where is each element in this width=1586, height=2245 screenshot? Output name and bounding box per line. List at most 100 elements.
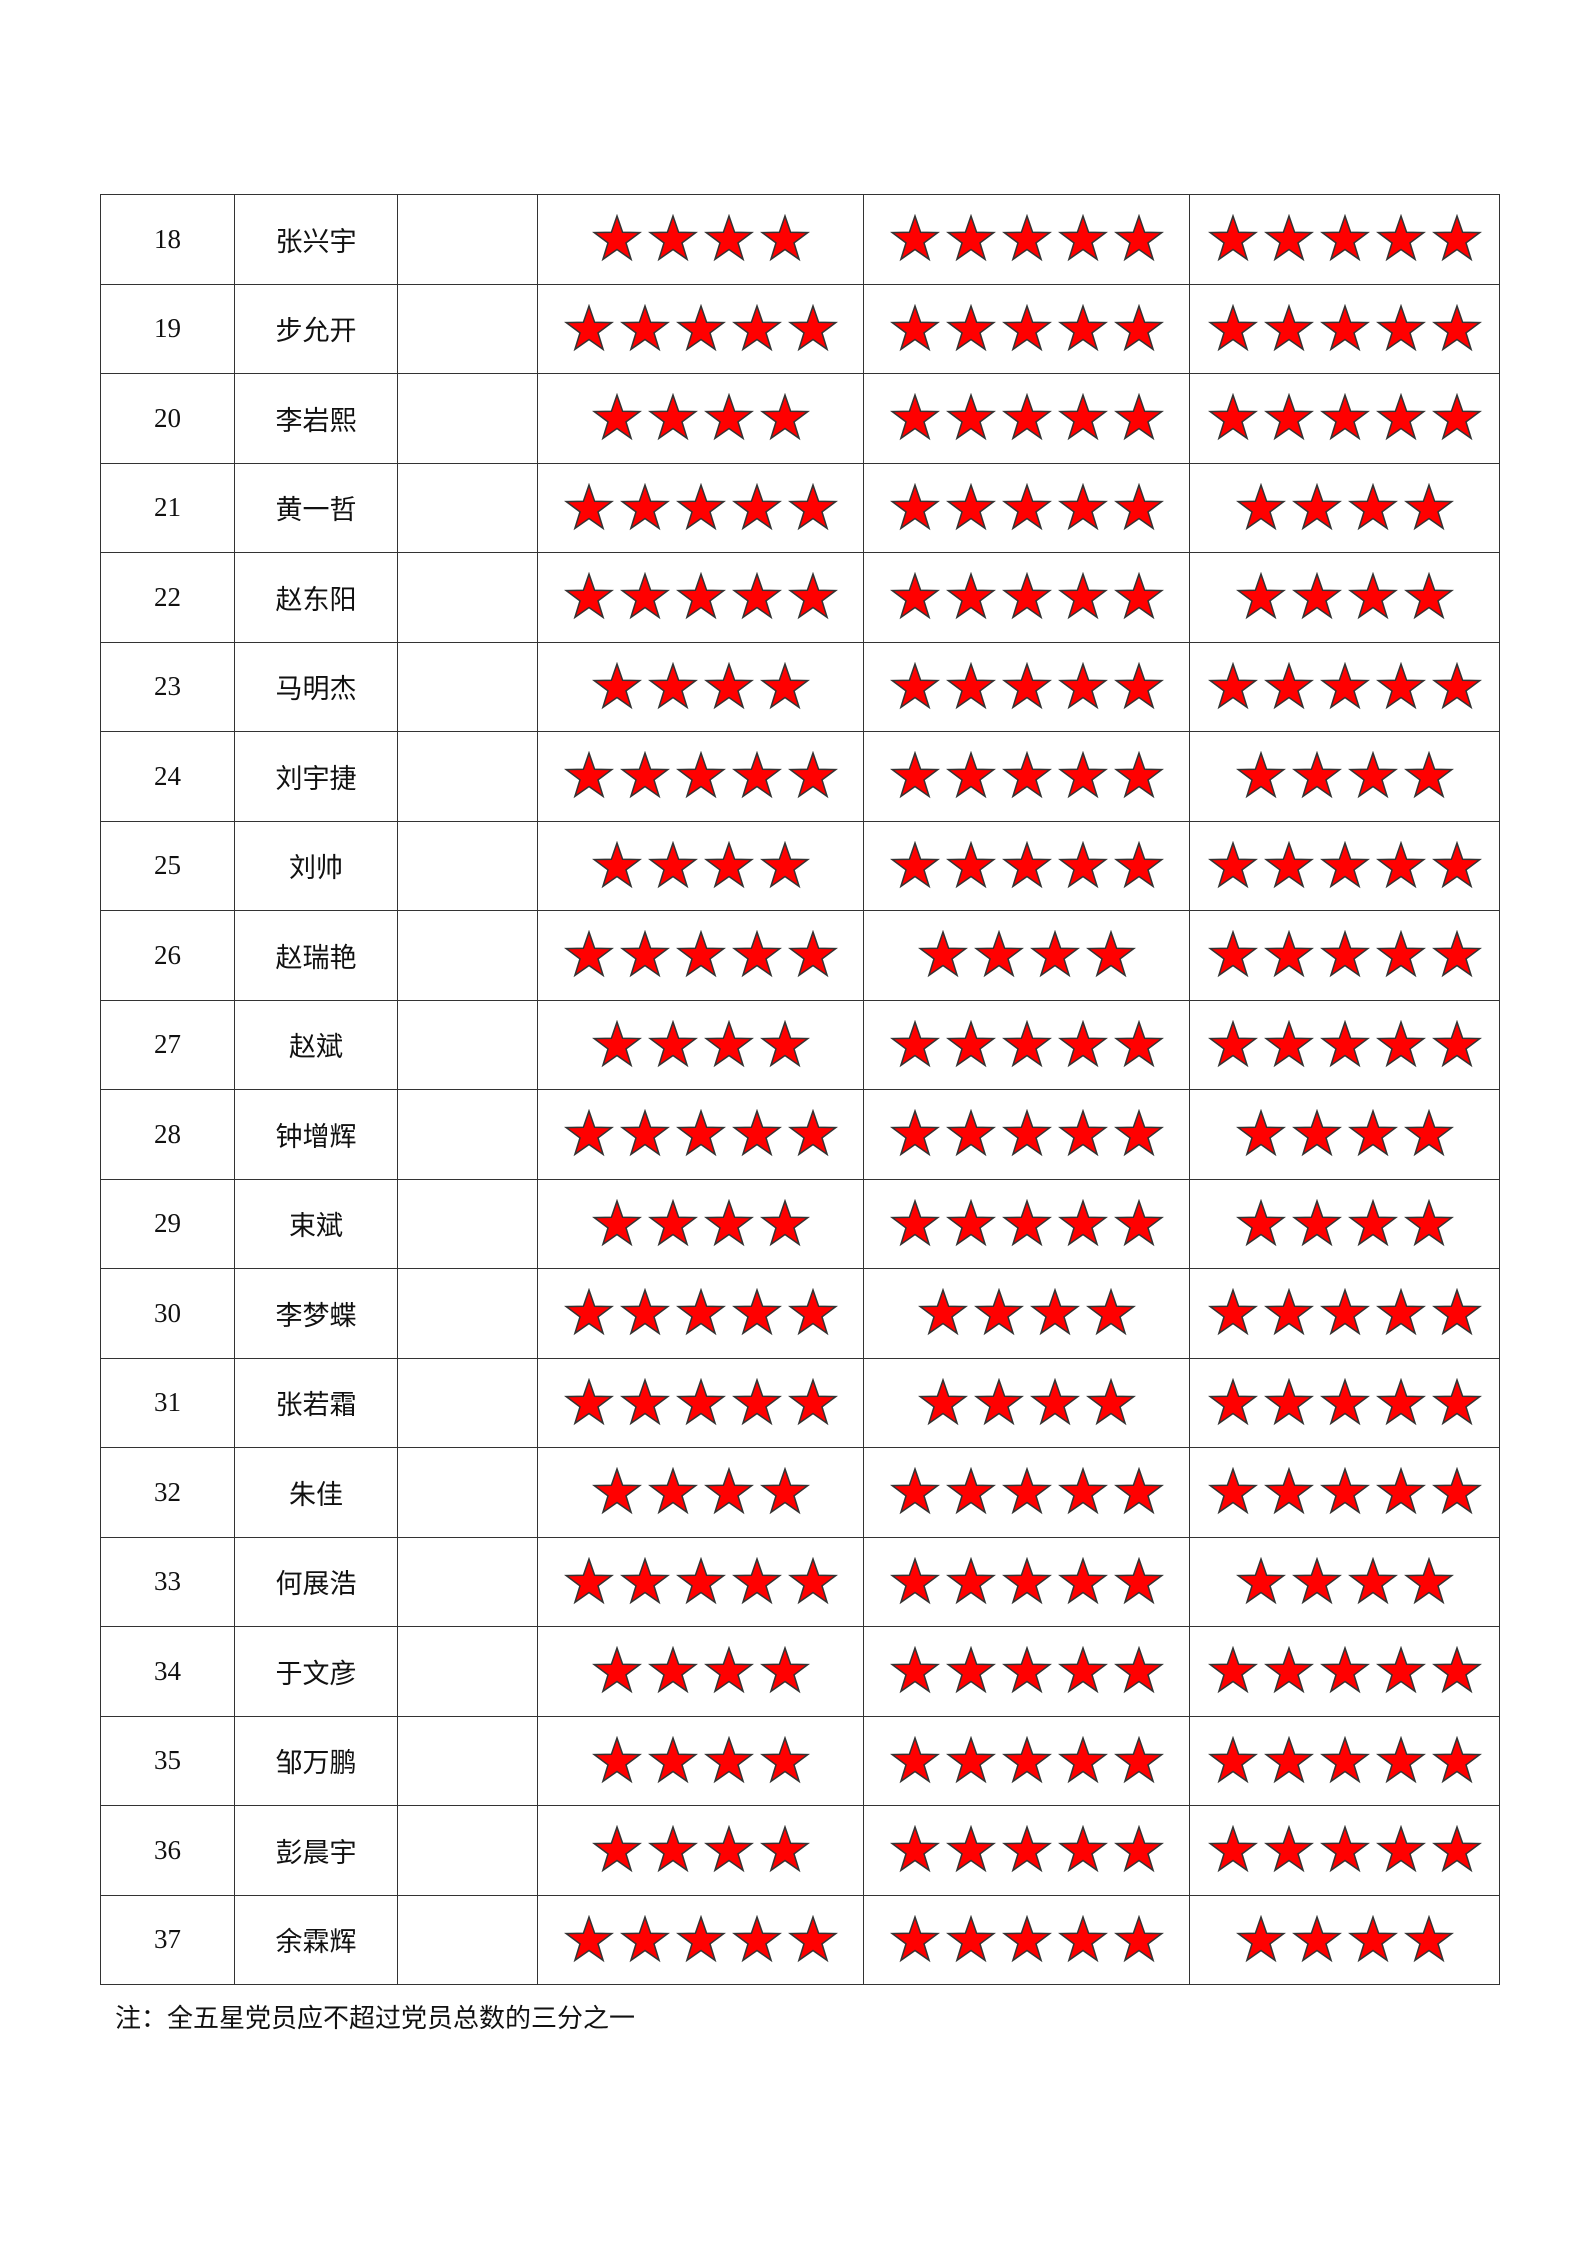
star-icon — [1431, 1288, 1482, 1336]
star-icon — [563, 303, 614, 352]
star-icon — [1113, 661, 1164, 710]
star-icon — [889, 1109, 940, 1157]
star-icon — [1347, 751, 1398, 799]
blank-cell — [397, 1178, 538, 1269]
star-icon — [1057, 1556, 1108, 1605]
member-name: 余霖辉 — [234, 1894, 398, 1985]
blank-cell — [397, 194, 538, 285]
member-name: 朱佳 — [234, 1447, 398, 1538]
star-rating-cell — [863, 1805, 1190, 1896]
member-name: 邹万鹏 — [234, 1715, 398, 1806]
star-rating — [538, 1019, 863, 1070]
star-icon — [787, 1288, 838, 1336]
member-name: 赵斌 — [234, 999, 398, 1090]
star-icon — [1113, 1735, 1164, 1784]
star-icon — [1375, 1019, 1426, 1068]
star-rating-cell — [863, 910, 1190, 1001]
star-rating — [1190, 1109, 1499, 1159]
star-icon — [563, 1288, 614, 1336]
star-icon — [1113, 1646, 1164, 1694]
table-row: 30 李梦蝶 — [100, 1268, 1500, 1359]
star-rating — [538, 1109, 863, 1159]
star-icon — [619, 482, 670, 531]
star-icon — [1347, 482, 1398, 531]
star-rating — [1190, 840, 1499, 891]
star-rating — [864, 1467, 1189, 1517]
star-icon — [1319, 1019, 1370, 1068]
member-name: 赵瑞艳 — [234, 910, 398, 1001]
star-rating — [864, 482, 1189, 533]
star-rating — [1190, 1198, 1499, 1249]
star-icon — [1347, 572, 1398, 620]
star-rating — [1190, 1019, 1499, 1070]
blank-cell — [397, 1894, 538, 1985]
star-icon — [1207, 930, 1258, 978]
star-icon — [731, 482, 782, 531]
star-icon — [1057, 1019, 1108, 1068]
star-rating — [864, 661, 1189, 712]
star-icon — [703, 393, 754, 441]
member-name: 李岩熙 — [234, 373, 398, 464]
star-icon — [945, 1735, 996, 1784]
star-rating-cell — [863, 1715, 1190, 1806]
member-name: 刘宇捷 — [234, 731, 398, 822]
star-rating — [864, 1825, 1189, 1875]
star-icon — [731, 1377, 782, 1426]
star-rating-cell — [537, 1178, 864, 1269]
blank-cell — [397, 1715, 538, 1806]
star-icon — [1001, 1825, 1052, 1873]
star-icon — [787, 572, 838, 620]
star-icon — [1431, 930, 1482, 978]
star-icon — [703, 1198, 754, 1247]
row-number: 23 — [100, 641, 235, 732]
star-rating — [538, 1735, 863, 1786]
star-rating-cell — [863, 1089, 1190, 1180]
star-icon — [1207, 303, 1258, 352]
blank-cell — [397, 1357, 538, 1448]
star-icon — [675, 1914, 726, 1963]
table-row: 37 余霖辉 — [100, 1894, 1500, 1985]
star-icon — [1375, 661, 1426, 710]
star-rating — [864, 393, 1189, 443]
row-number: 19 — [100, 283, 235, 374]
star-icon — [1291, 1109, 1342, 1157]
star-rating — [864, 1198, 1189, 1249]
star-icon — [973, 930, 1024, 978]
star-icon — [1235, 1109, 1286, 1157]
star-icon — [1207, 1019, 1258, 1068]
star-icon — [619, 1556, 670, 1605]
star-icon — [759, 1825, 810, 1873]
star-icon — [563, 1914, 614, 1963]
star-rating — [1190, 1735, 1499, 1786]
blank-cell — [397, 1626, 538, 1717]
star-icon — [591, 1019, 642, 1068]
star-rating — [864, 1914, 1189, 1965]
star-icon — [945, 214, 996, 262]
star-icon — [889, 751, 940, 799]
star-icon — [1057, 303, 1108, 352]
star-icon — [1113, 572, 1164, 620]
star-icon — [1431, 661, 1482, 710]
star-icon — [1375, 1377, 1426, 1426]
row-number: 18 — [100, 194, 235, 285]
star-icon — [787, 303, 838, 352]
star-icon — [1001, 393, 1052, 441]
member-name: 钟增辉 — [234, 1089, 398, 1180]
star-icon — [1235, 751, 1286, 799]
star-rating-cell — [537, 641, 864, 732]
star-rating-cell — [537, 820, 864, 911]
star-icon — [647, 840, 698, 889]
star-rating-cell — [537, 731, 864, 822]
star-rating — [1190, 1646, 1499, 1696]
star-rating — [1190, 930, 1499, 980]
star-rating-cell — [863, 283, 1190, 374]
star-rating-cell — [863, 1178, 1190, 1269]
star-rating-cell — [537, 1805, 864, 1896]
star-icon — [1263, 661, 1314, 710]
star-icon — [1029, 930, 1080, 978]
star-icon — [1263, 393, 1314, 441]
star-icon — [787, 1914, 838, 1963]
star-rating-cell — [537, 910, 864, 1001]
table-row: 29 束斌 — [100, 1178, 1500, 1269]
star-icon — [1001, 1556, 1052, 1605]
